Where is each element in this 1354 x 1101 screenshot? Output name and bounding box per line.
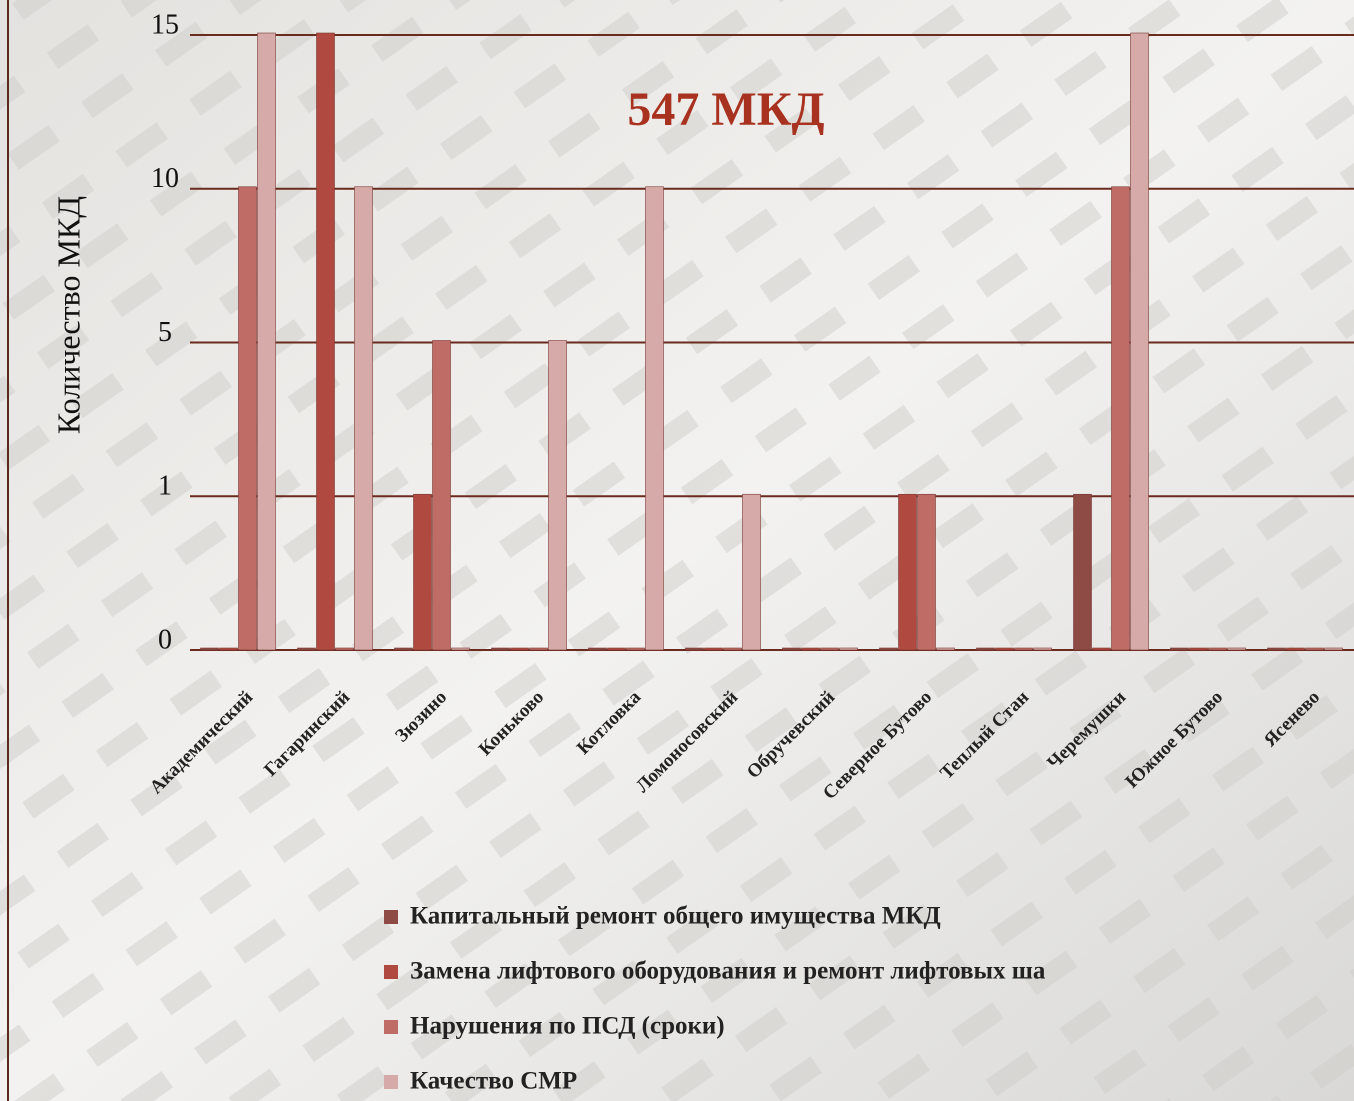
legend-label: Капитальный ремонт общего имущества МКД — [410, 903, 941, 930]
bar — [1287, 648, 1305, 650]
bar — [724, 648, 742, 650]
legend-swatch — [384, 965, 398, 979]
bar — [589, 648, 607, 650]
legend-label: Замена лифтового оборудования и ремонт л… — [410, 958, 1046, 985]
y-tick-label: 10 — [151, 163, 179, 194]
bar — [1034, 648, 1052, 650]
bar — [840, 648, 858, 650]
background-pattern — [0, 0, 1354, 1101]
bar — [899, 494, 917, 650]
chart: 547 МКД Количество МКД 0151015Академичес… — [0, 0, 1354, 1101]
legend-swatch — [384, 1075, 398, 1089]
bar — [1306, 648, 1324, 650]
bar — [433, 341, 451, 651]
legend-swatch — [384, 1020, 398, 1034]
bar — [355, 187, 373, 650]
bar — [492, 648, 510, 650]
bar — [452, 648, 470, 650]
bar — [783, 648, 801, 650]
bar — [395, 648, 413, 650]
chart-title: 547 МКД — [627, 83, 824, 136]
bar — [1093, 648, 1111, 650]
bar — [1228, 648, 1246, 650]
legend-label: Нарушения по ПСД (сроки) — [410, 1013, 725, 1040]
bar — [821, 648, 839, 650]
bar — [880, 648, 898, 650]
bar — [977, 648, 995, 650]
y-tick-label: 1 — [158, 471, 172, 502]
bar — [1074, 494, 1092, 650]
legend-label: Качество СМР — [410, 1068, 577, 1095]
bar — [705, 648, 723, 650]
bar — [802, 648, 820, 650]
bar — [1112, 187, 1130, 650]
bar — [530, 648, 548, 650]
bar — [298, 648, 316, 650]
y-tick-label: 15 — [151, 9, 179, 40]
y-axis-label: Количество МКД — [50, 196, 86, 434]
bar — [1131, 33, 1149, 650]
bar — [1171, 648, 1189, 650]
bar — [743, 494, 761, 650]
bar — [686, 648, 704, 650]
bar — [317, 33, 335, 650]
bar — [646, 187, 664, 650]
bar — [511, 648, 529, 650]
bar — [918, 494, 936, 650]
bar — [1015, 648, 1033, 650]
bar — [627, 648, 645, 650]
bar — [1268, 648, 1286, 650]
y-tick-label: 5 — [158, 317, 172, 348]
page: {"chart_data":{"type":"bar","title":"547… — [0, 0, 1354, 1101]
bar — [937, 648, 955, 650]
bar — [239, 187, 257, 650]
bar — [1325, 648, 1343, 650]
bar — [608, 648, 626, 650]
bar — [1190, 648, 1208, 650]
bar — [1209, 648, 1227, 650]
bar — [201, 648, 219, 650]
bar — [996, 648, 1014, 650]
bar — [414, 494, 432, 650]
legend-swatch — [384, 910, 398, 924]
bar — [220, 648, 238, 650]
bar — [549, 341, 567, 651]
bar — [258, 33, 276, 650]
y-tick-label: 0 — [158, 624, 172, 655]
bar — [336, 648, 354, 650]
